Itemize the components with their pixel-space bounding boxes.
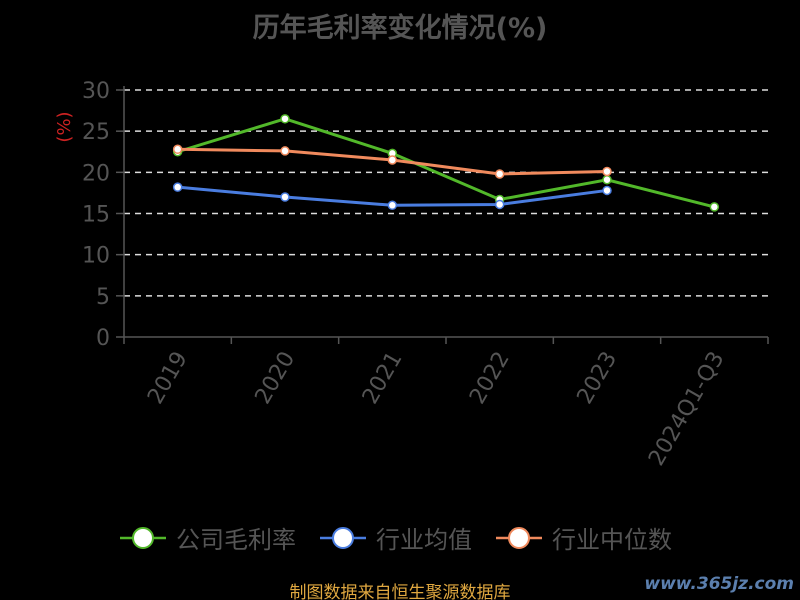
y-tick-label: 25 xyxy=(82,120,110,145)
data-point[interactable] xyxy=(494,169,505,179)
data-point[interactable] xyxy=(602,166,612,177)
x-tick-label: 2020 xyxy=(251,348,301,409)
legend-item-industry-median[interactable]: 行业中位数 xyxy=(494,520,672,555)
y-tick-label: 5 xyxy=(96,285,110,310)
y-tick-label: 10 xyxy=(82,244,110,269)
data-point[interactable] xyxy=(387,200,398,211)
y-tick-label: 30 xyxy=(82,79,110,104)
y-tick-label: 15 xyxy=(82,203,110,228)
legend-label-industry-median: 行业中位数 xyxy=(552,526,672,554)
legend-label-industry-avg: 行业均值 xyxy=(376,526,472,554)
series-line-0 xyxy=(177,117,715,209)
data-point[interactable] xyxy=(280,192,290,202)
legend-marker-industry-median xyxy=(496,526,542,549)
legend-marker-company xyxy=(120,526,166,549)
x-tick-label: 2023 xyxy=(573,348,623,409)
data-point[interactable] xyxy=(172,182,183,192)
legend-item-industry-avg[interactable]: 行业均值 xyxy=(318,520,472,555)
x-tick-label: 2021 xyxy=(358,348,408,409)
data-point[interactable] xyxy=(280,114,290,124)
legend-item-company[interactable]: 公司毛利率 xyxy=(118,520,296,555)
data-point[interactable] xyxy=(494,199,505,210)
x-tick-label: 2024Q1-Q3 xyxy=(644,348,729,471)
data-point[interactable] xyxy=(602,174,612,185)
y-tick-label: 20 xyxy=(82,161,110,186)
y-axis-label: (%) xyxy=(54,111,75,142)
data-point[interactable] xyxy=(602,185,612,196)
data-point[interactable] xyxy=(709,202,720,212)
data-point[interactable] xyxy=(280,146,290,156)
data-point[interactable] xyxy=(387,155,398,165)
legend-label-company: 公司毛利率 xyxy=(176,526,296,554)
watermark: www.365jz.com xyxy=(644,574,794,594)
x-tick-label: 2019 xyxy=(143,348,193,409)
legend-marker-industry-avg xyxy=(320,526,366,549)
y-tick-label: 0 xyxy=(96,326,110,351)
x-tick-label: 2022 xyxy=(465,347,515,408)
legend: 公司毛利率 行业均值 行业中位数 xyxy=(118,520,694,555)
data-point[interactable] xyxy=(172,144,183,155)
source-footer: 制图数据来自恒生聚源数据库 xyxy=(289,583,511,600)
chart-title: 历年毛利率变化情况(%) xyxy=(252,13,548,44)
